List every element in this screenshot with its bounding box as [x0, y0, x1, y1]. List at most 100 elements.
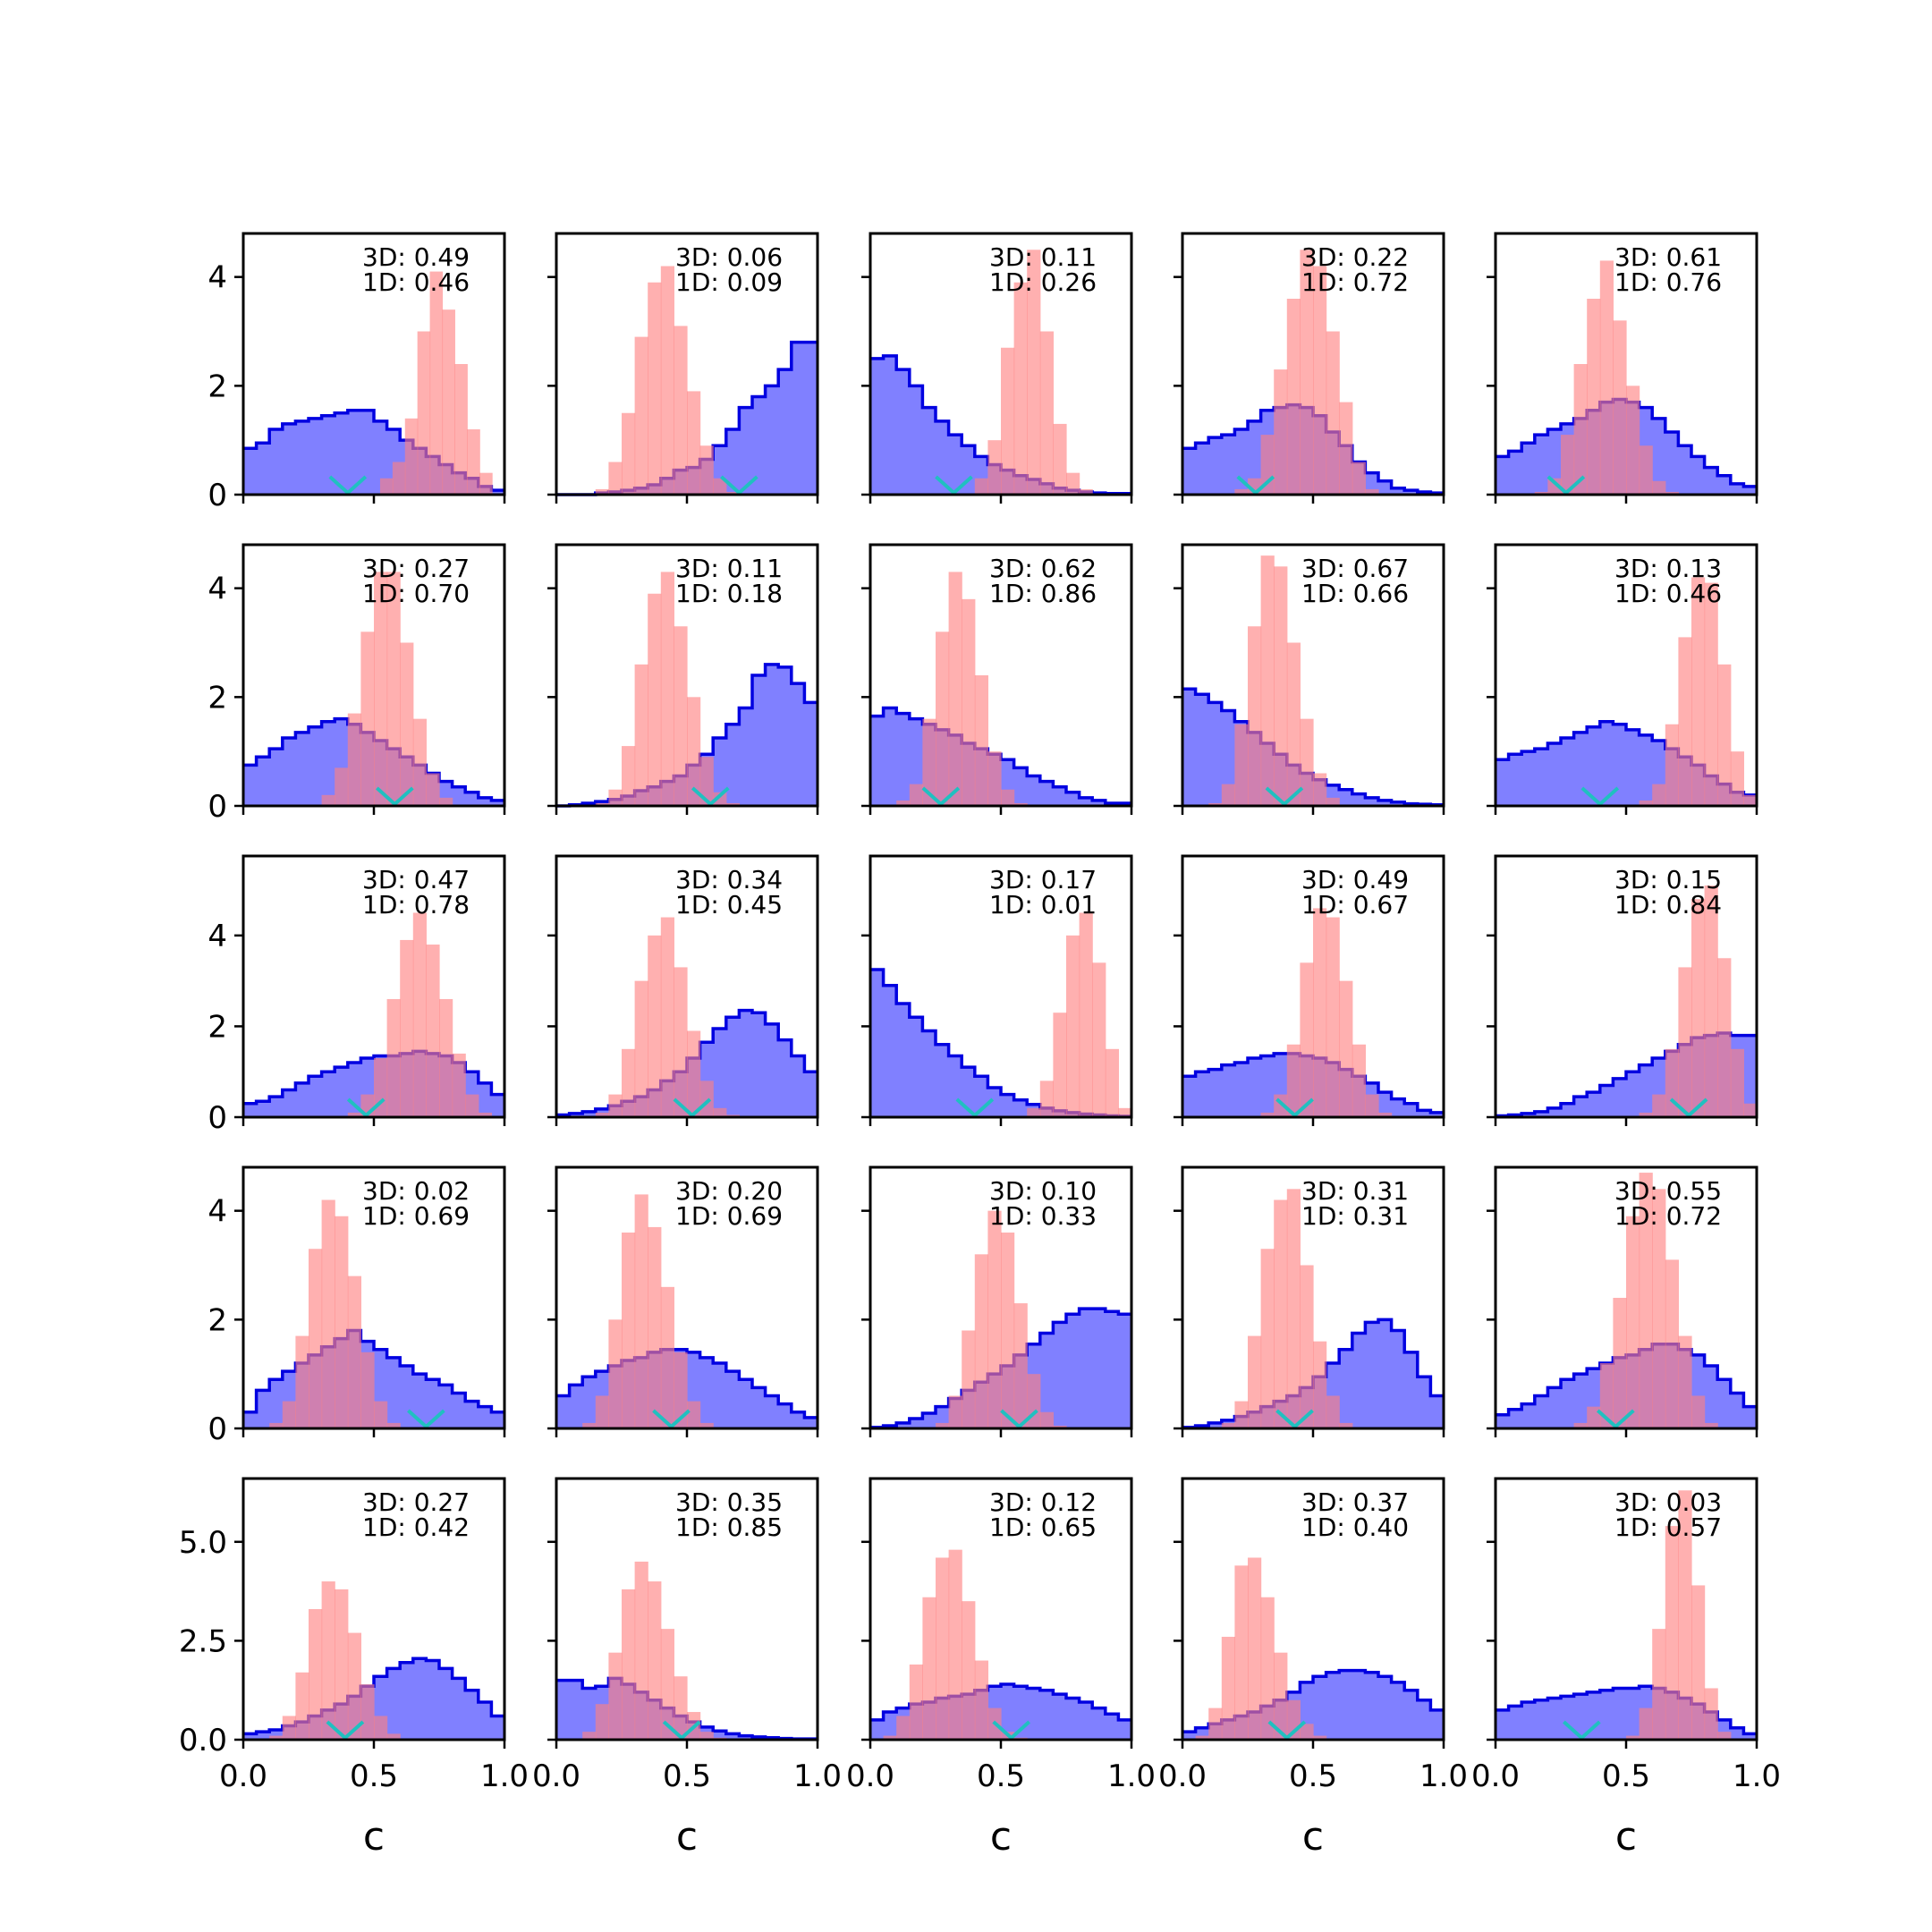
red-histogram-bar [1079, 488, 1093, 495]
red-histogram-bar [1039, 1080, 1054, 1117]
v-marker [1669, 1097, 1708, 1118]
red-histogram-bar [1300, 1265, 1314, 1428]
red-histogram-bar [622, 412, 636, 495]
red-histogram-bar [595, 1395, 609, 1428]
red-histogram-bar [1717, 958, 1732, 1117]
red-histogram-bar [634, 1194, 648, 1428]
red-histogram-bar [386, 572, 401, 806]
red-histogram-bar [1092, 962, 1106, 1117]
x-tick-label: 0.0 [1471, 1758, 1520, 1794]
red-histogram-bar [309, 1249, 323, 1428]
red-histogram-bar [648, 593, 662, 806]
red-histogram-bar [439, 797, 453, 806]
red-histogram-bar [1013, 282, 1028, 495]
red-histogram-bar [1534, 491, 1548, 495]
red-histogram-bar [1639, 445, 1653, 495]
red-histogram-bar [713, 1107, 727, 1117]
red-histogram-bar [608, 1652, 623, 1740]
v-marker [691, 786, 730, 807]
y-tick-label: 0 [208, 478, 227, 513]
x-axis-label: c [1615, 1814, 1637, 1860]
red-histogram-bar [1665, 724, 1679, 806]
red-histogram-bar [1339, 980, 1353, 1117]
red-histogram-bar [674, 626, 688, 806]
red-histogram-bar [1652, 1629, 1666, 1740]
red-histogram-bar [608, 1094, 623, 1117]
red-histogram-bar [282, 1401, 296, 1428]
red-histogram-bar [922, 718, 936, 806]
red-histogram-bar [1105, 1048, 1119, 1117]
red-histogram-bar [725, 491, 740, 495]
x-tick-label: 0.0 [846, 1758, 894, 1794]
annotation-3d: 3D: 0.49 [362, 242, 470, 272]
red-histogram-bar [1286, 1044, 1301, 1117]
red-histogram-bar [1652, 784, 1666, 806]
annotation-3d: 3D: 0.27 [362, 1487, 470, 1517]
blue-histogram-step [243, 1328, 504, 1414]
red-histogram-bar [1208, 1707, 1223, 1740]
red-histogram-bar [1066, 472, 1080, 495]
red-histogram-bar [660, 1286, 674, 1428]
red-histogram-bar [896, 1716, 911, 1740]
red-histogram-bar [713, 792, 727, 806]
red-histogram-bar [687, 1030, 701, 1117]
red-histogram-bar [360, 1684, 375, 1740]
red-histogram-bar [1626, 1216, 1640, 1428]
red-histogram-bar [1260, 1597, 1275, 1740]
y-tick-label: 2 [208, 1302, 227, 1338]
v-marker [652, 1409, 691, 1429]
red-histogram-bar [1626, 1735, 1640, 1740]
red-histogram-bar [295, 1672, 309, 1740]
red-histogram-bar [374, 1057, 388, 1117]
red-histogram-bar [648, 935, 662, 1117]
red-histogram-bar [374, 1716, 388, 1740]
annotation-1d: 1D: 0.33 [989, 1201, 1097, 1231]
red-histogram-bar [309, 1609, 323, 1740]
red-histogram-bar [1208, 802, 1223, 806]
v-marker [407, 1409, 445, 1429]
v-marker [326, 1720, 365, 1741]
red-histogram-bar [386, 998, 401, 1117]
red-histogram-bar [1326, 917, 1340, 1117]
red-histogram-bar [1665, 491, 1679, 495]
red-histogram-bar [1326, 797, 1340, 806]
red-histogram-bar [948, 572, 962, 806]
red-histogram-bar [1547, 478, 1562, 495]
red-histogram-bar [1313, 773, 1327, 806]
x-tick-label: 0.0 [532, 1758, 580, 1794]
red-histogram-bar [1639, 1707, 1653, 1740]
red-histogram-bar [1717, 1732, 1732, 1740]
red-histogram-bar [1717, 664, 1732, 806]
red-histogram-bar [269, 1422, 284, 1428]
red-histogram-bar [660, 572, 674, 806]
red-histogram-bar [1300, 250, 1314, 495]
red-histogram-bar [608, 1319, 623, 1428]
red-histogram-bar [1613, 320, 1627, 495]
blue-histogram-step [556, 1348, 818, 1419]
annotation-3d: 3D: 0.49 [1301, 865, 1409, 894]
red-histogram-bar [1326, 1395, 1340, 1428]
red-histogram-bar [1665, 1259, 1679, 1428]
annotation-3d: 3D: 0.11 [675, 554, 783, 583]
red-histogram-bar [595, 802, 609, 806]
red-histogram-bar [1378, 1112, 1393, 1117]
red-histogram-bar [1274, 369, 1288, 495]
annotation-3d: 3D: 0.27 [362, 554, 470, 583]
red-histogram-bar [1039, 331, 1054, 495]
red-histogram-bar [379, 478, 394, 495]
red-histogram-bar [1313, 266, 1327, 495]
annotation-1d: 1D: 0.84 [1614, 890, 1722, 919]
annotation-1d: 1D: 0.45 [675, 890, 783, 919]
red-histogram-bar [412, 718, 427, 806]
v-marker [1236, 475, 1275, 496]
red-histogram-bar [674, 1676, 688, 1740]
annotation-3d: 3D: 0.34 [675, 865, 783, 894]
annotation-1d: 1D: 0.65 [989, 1513, 1097, 1542]
red-histogram-bar [648, 1581, 662, 1740]
annotation-1d: 1D: 0.72 [1301, 267, 1409, 297]
